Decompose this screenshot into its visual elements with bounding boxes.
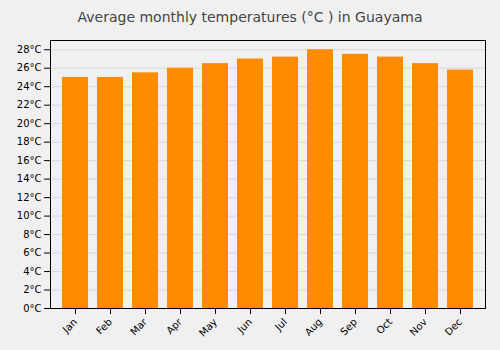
svg-text:12°C: 12°C: [17, 192, 42, 203]
svg-text:20°C: 20°C: [17, 118, 42, 129]
svg-text:Jul: Jul: [272, 316, 289, 333]
svg-text:14°C: 14°C: [17, 173, 42, 184]
svg-text:Jun: Jun: [235, 316, 255, 336]
svg-text:2°C: 2°C: [23, 284, 41, 295]
svg-text:Aug: Aug: [303, 316, 325, 338]
svg-text:4°C: 4°C: [23, 266, 41, 277]
svg-text:8°C: 8°C: [23, 229, 41, 240]
svg-text:28°C: 28°C: [17, 44, 42, 55]
svg-text:16°C: 16°C: [17, 155, 42, 166]
svg-text:Oct: Oct: [374, 316, 394, 336]
svg-text:Jan: Jan: [60, 316, 79, 335]
svg-text:Feb: Feb: [94, 316, 114, 336]
svg-text:10°C: 10°C: [17, 210, 42, 221]
svg-text:0°C: 0°C: [23, 303, 41, 314]
svg-text:Sep: Sep: [338, 316, 359, 337]
svg-text:24°C: 24°C: [17, 81, 42, 92]
svg-text:6°C: 6°C: [23, 247, 41, 258]
svg-text:22°C: 22°C: [17, 99, 42, 110]
svg-text:26°C: 26°C: [17, 62, 42, 73]
svg-text:Mar: Mar: [128, 316, 150, 338]
svg-text:Dec: Dec: [443, 316, 464, 337]
svg-text:Apr: Apr: [164, 316, 185, 337]
svg-text:18°C: 18°C: [17, 136, 42, 147]
svg-text:May: May: [197, 316, 219, 338]
svg-text:Nov: Nov: [408, 316, 430, 338]
html-text:Average monthly temperatures (: Average monthly temperatures (°C ) in Gu…: [77, 9, 423, 25]
